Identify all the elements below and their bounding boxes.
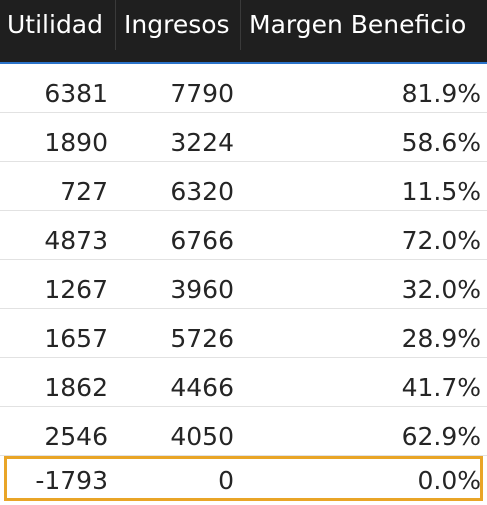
cell-utilidad: 1657	[44, 324, 108, 353]
cell-margen-beneficio: 0.0%	[417, 466, 481, 495]
cell-ingresos: 6320	[170, 177, 234, 206]
column-header-utilidad[interactable]: Utilidad	[7, 10, 103, 39]
table-row: 2546 4050 62.9%	[0, 407, 487, 456]
cell-ingresos: 7790	[170, 79, 234, 108]
column-header-margen-beneficio[interactable]: Margen Beneficio	[240, 0, 487, 50]
cell-utilidad: 2546	[44, 422, 108, 451]
table-row: 727 6320 11.5%	[0, 162, 487, 211]
table-row: 1862 4466 41.7%	[0, 358, 487, 407]
table-row: 1657 5726 28.9%	[0, 309, 487, 358]
cell-margen-beneficio: 58.6%	[401, 128, 481, 157]
cell-margen-beneficio: 11.5%	[401, 177, 481, 206]
cell-ingresos: 4050	[170, 422, 234, 451]
cell-ingresos: 0	[218, 466, 234, 495]
cell-utilidad: 4873	[44, 226, 108, 255]
table-row: 6381 7790 81.9%	[0, 64, 487, 113]
cell-utilidad: -1793	[35, 466, 108, 495]
cell-utilidad: 1890	[44, 128, 108, 157]
cell-utilidad: 6381	[44, 79, 108, 108]
cell-margen-beneficio: 28.9%	[401, 324, 481, 353]
cell-ingresos: 3224	[170, 128, 234, 157]
cell-margen-beneficio: 81.9%	[401, 79, 481, 108]
table-row: 1267 3960 32.0%	[0, 260, 487, 309]
cell-ingresos: 3960	[170, 275, 234, 304]
cell-utilidad: 1267	[44, 275, 108, 304]
cell-utilidad: 1862	[44, 373, 108, 402]
cell-ingresos: 4466	[170, 373, 234, 402]
cell-margen-beneficio: 32.0%	[401, 275, 481, 304]
cell-utilidad: 727	[60, 177, 108, 206]
cell-margen-beneficio: 72.0%	[401, 226, 481, 255]
column-header-ingresos[interactable]: Ingresos	[115, 0, 240, 50]
table-header: Utilidad Ingresos Margen Beneficio	[0, 0, 487, 64]
cell-margen-beneficio: 62.9%	[401, 422, 481, 451]
table-row-highlighted: -1793 0 0.0%	[0, 456, 487, 505]
table-row: 4873 6766 72.0%	[0, 211, 487, 260]
table-row: 1890 3224 58.6%	[0, 113, 487, 162]
table-body: 6381 7790 81.9% 1890 3224 58.6% 727 6320…	[0, 64, 487, 505]
cell-ingresos: 5726	[170, 324, 234, 353]
cell-margen-beneficio: 41.7%	[401, 373, 481, 402]
cell-ingresos: 6766	[170, 226, 234, 255]
